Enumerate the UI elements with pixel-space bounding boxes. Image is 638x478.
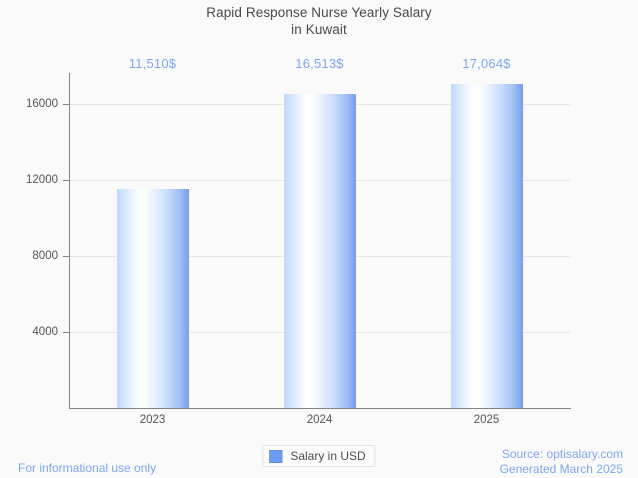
- chart-title: Rapid Response Nurse Yearly Salary in Ku…: [0, 4, 638, 38]
- y-tick-mark: [63, 256, 69, 257]
- y-tick-label: 16000: [26, 98, 58, 110]
- x-tick-label: 2024: [306, 414, 333, 426]
- bar-value-label: 17,064$: [462, 56, 511, 71]
- footer-disclaimer: For informational use only: [18, 461, 157, 475]
- footer-source-block: Source: optisalary.com Generated March 2…: [500, 447, 623, 477]
- footer-source: Source: optisalary.com: [501, 447, 623, 461]
- x-tick-label: 2023: [139, 414, 166, 426]
- plot-area: [69, 73, 570, 408]
- legend-swatch-icon: [269, 449, 283, 463]
- x-axis-line: [69, 408, 571, 409]
- bar-value-label: 11,510$: [128, 56, 177, 71]
- footer-generated: Generated March 2025: [499, 462, 623, 476]
- bar[interactable]: [116, 189, 189, 408]
- x-tick-label: 2025: [473, 414, 500, 426]
- y-tick-label: 12000: [26, 174, 58, 186]
- y-tick-mark: [63, 332, 69, 333]
- bar-value-label: 16,513$: [295, 56, 344, 71]
- legend-item-label: Salary in USD: [290, 449, 366, 463]
- y-tick-mark: [63, 180, 69, 181]
- y-tick-mark: [63, 104, 69, 105]
- bar[interactable]: [283, 94, 356, 408]
- y-tick-label: 8000: [32, 250, 58, 262]
- bar[interactable]: [450, 83, 523, 408]
- y-axis-line: [69, 73, 70, 409]
- chart-legend[interactable]: Salary in USD: [262, 445, 376, 467]
- chart-title-line-1: Rapid Response Nurse Yearly Salary: [206, 5, 432, 20]
- chart-title-line-2: in Kuwait: [291, 22, 347, 37]
- y-tick-label: 4000: [32, 326, 58, 338]
